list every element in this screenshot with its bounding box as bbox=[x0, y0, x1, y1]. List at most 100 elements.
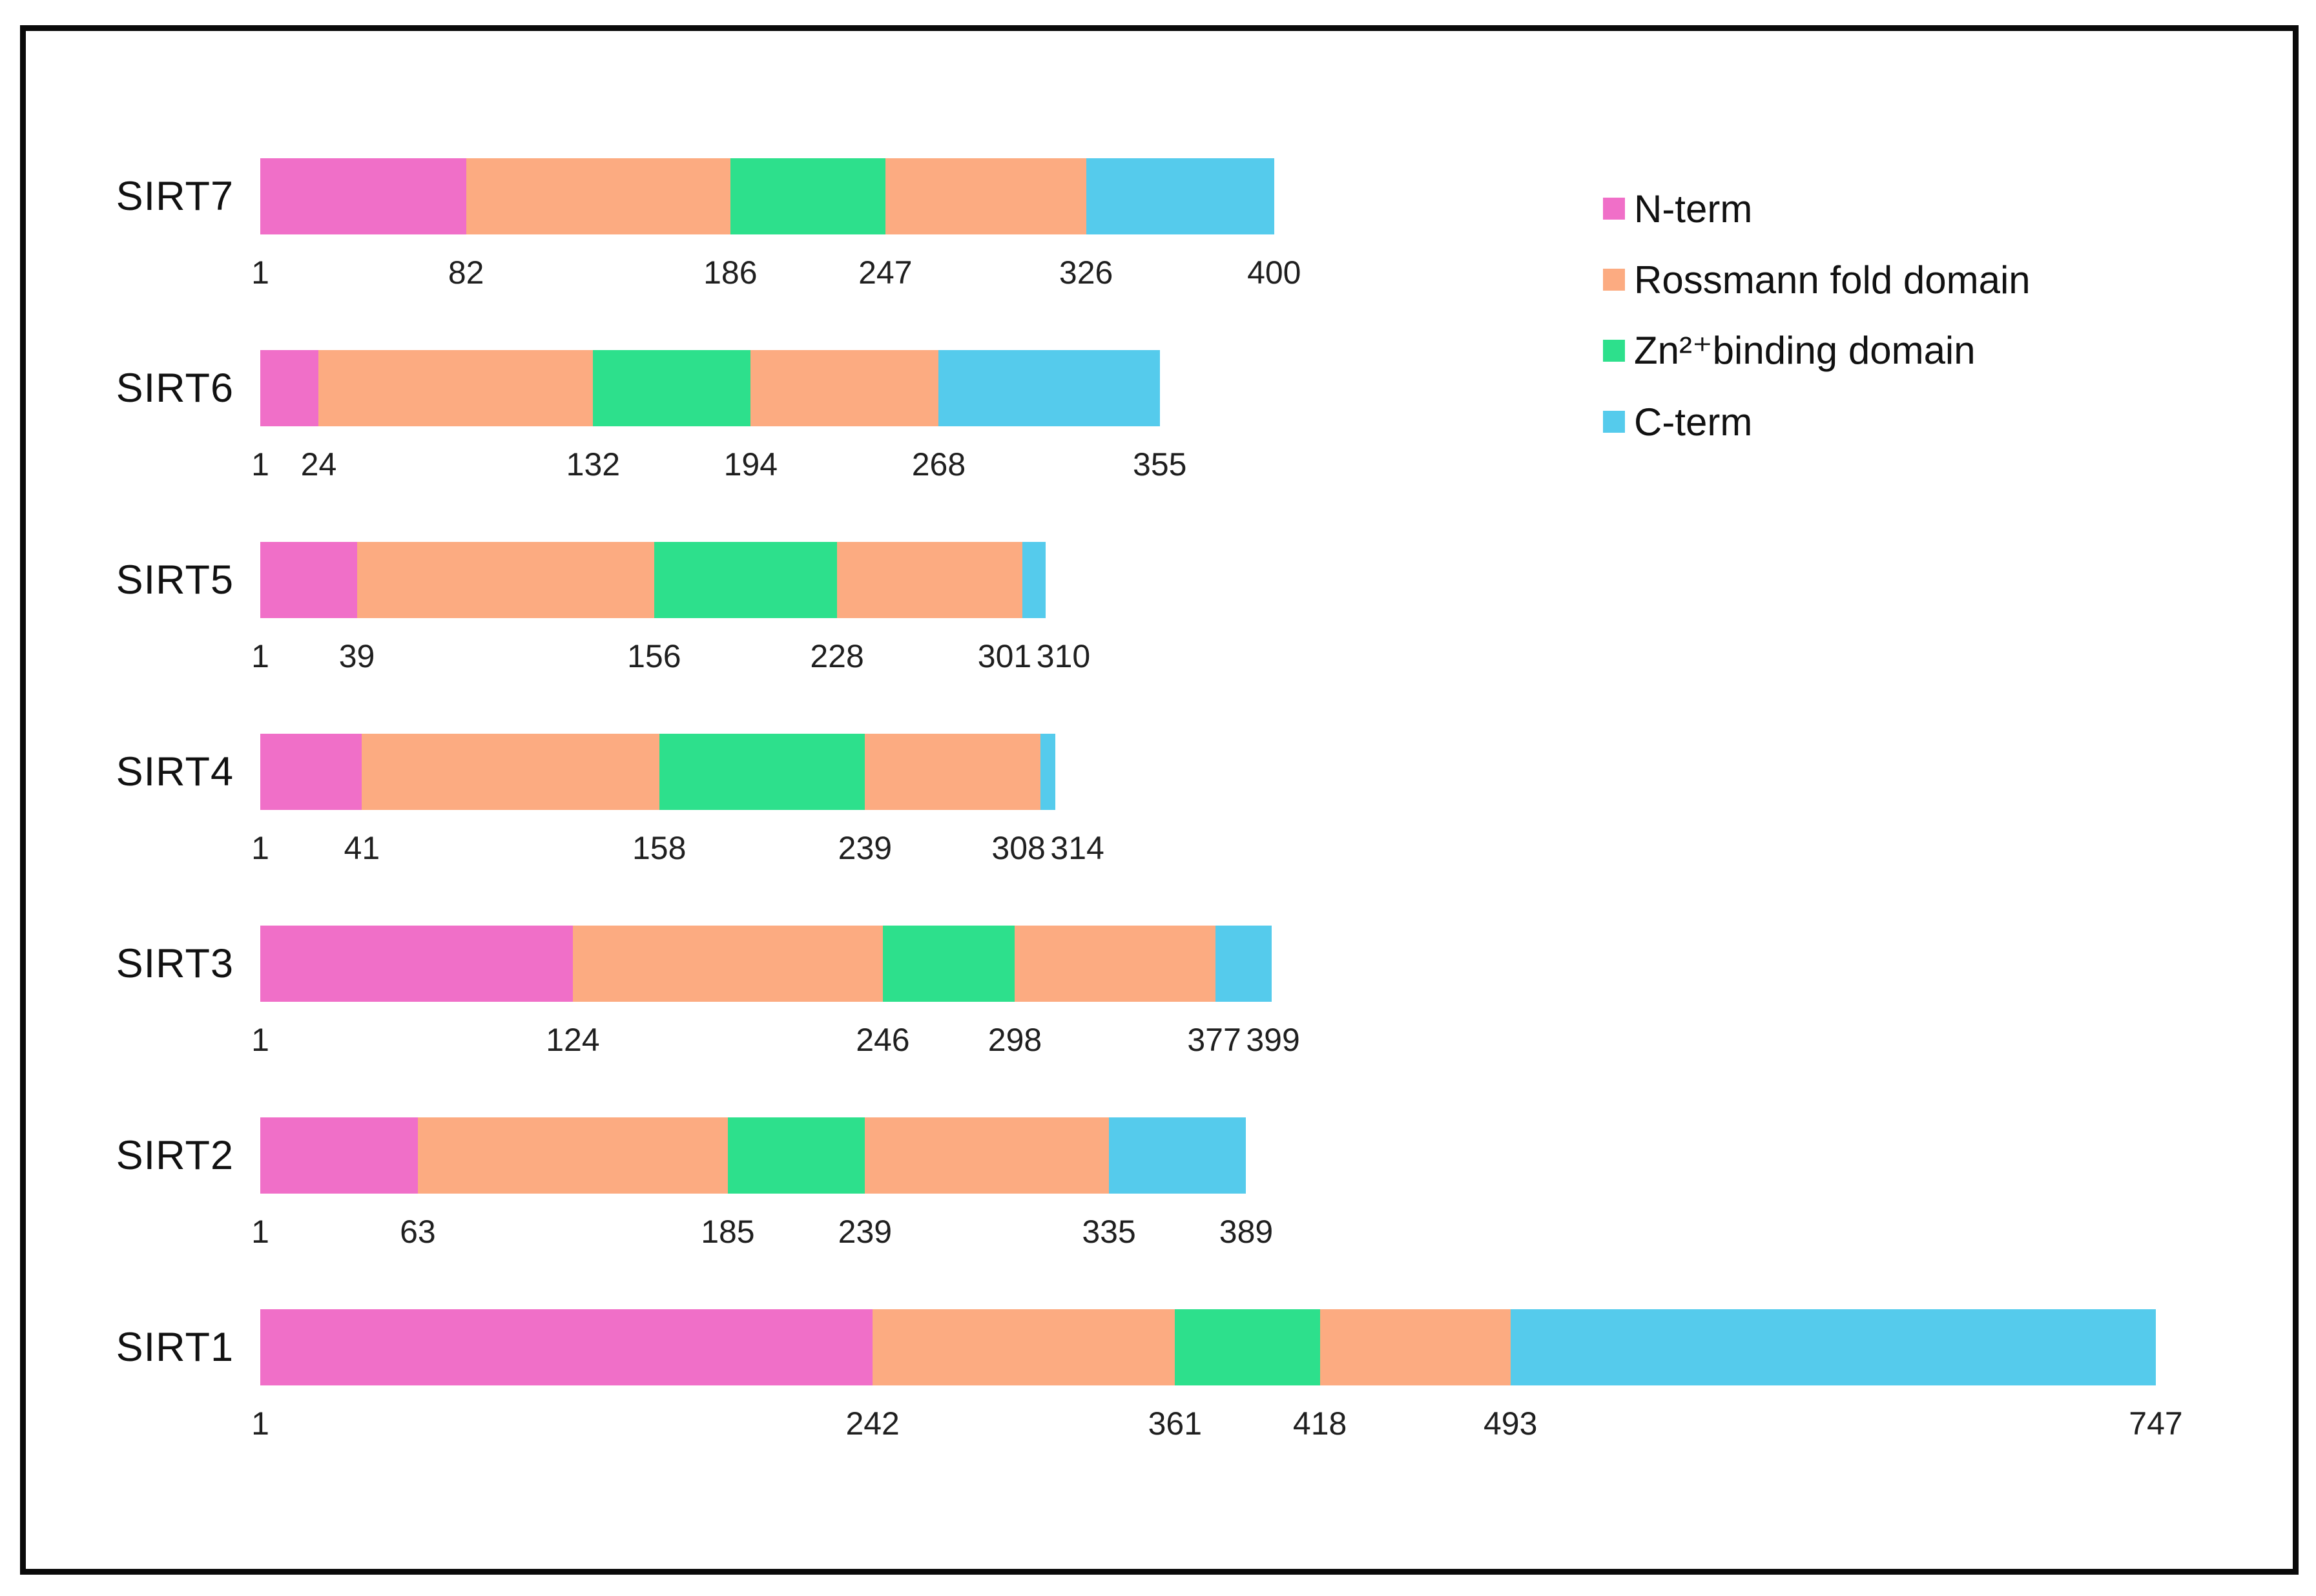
segment-c-term bbox=[1109, 1117, 1246, 1194]
segment-rossmann-fold-domain bbox=[318, 350, 594, 426]
protein-name-label: SIRT4 bbox=[116, 749, 234, 794]
position-label: 1 bbox=[251, 638, 269, 674]
domain-bar-sirt7 bbox=[260, 158, 1274, 234]
position-label: 326 bbox=[1059, 254, 1113, 291]
protein-row-sirt2: SIRT2 1 63 185 239 335 389 bbox=[0, 1117, 2316, 1309]
position-label: 747 bbox=[2129, 1405, 2183, 1442]
position-label: 185 bbox=[701, 1214, 755, 1250]
legend-label: N-term bbox=[1634, 187, 1753, 231]
protein-row-sirt3: SIRT3 1 124 246 298 377 399 bbox=[0, 926, 2316, 1117]
position-label: 301 bbox=[977, 638, 1032, 674]
segment-c-term bbox=[1022, 542, 1046, 618]
position-label: 298 bbox=[987, 1022, 1042, 1058]
position-label: 247 bbox=[858, 254, 913, 291]
legend-swatch-c-term bbox=[1603, 411, 1625, 433]
segment-zn-binding-domain bbox=[659, 734, 865, 810]
position-label: 1 bbox=[251, 446, 269, 482]
position-label: 399 bbox=[1246, 1022, 1300, 1058]
position-label: 1 bbox=[251, 830, 269, 866]
segment-zn-binding-domain bbox=[593, 350, 751, 426]
protein-row-sirt1: SIRT1 1 242 361 418 493 747 bbox=[0, 1309, 2316, 1501]
segment-n-term bbox=[260, 542, 357, 618]
position-label: 1 bbox=[251, 1214, 269, 1250]
position-label: 239 bbox=[838, 1214, 893, 1250]
segment-zn-binding-domain bbox=[654, 542, 838, 618]
legend-item-c-term: C-term bbox=[1603, 399, 1752, 444]
position-label: 186 bbox=[703, 254, 758, 291]
legend-swatch-zn-binding-domain bbox=[1603, 340, 1625, 362]
segment-rossmann-fold-domain bbox=[865, 734, 1040, 810]
position-label: 82 bbox=[448, 254, 484, 291]
position-label: 1 bbox=[251, 254, 269, 291]
segment-rossmann-fold-domain bbox=[885, 158, 1086, 234]
position-label: 377 bbox=[1187, 1022, 1241, 1058]
segment-zn-binding-domain bbox=[730, 158, 885, 234]
segment-rossmann-fold-domain bbox=[865, 1117, 1110, 1194]
legend-label: Rossmann fold domain bbox=[1634, 258, 2031, 302]
segment-rossmann-fold-domain bbox=[357, 542, 654, 618]
segment-c-term bbox=[1215, 926, 1272, 1002]
position-label: 310 bbox=[1036, 638, 1091, 674]
protein-name-label: SIRT7 bbox=[116, 174, 234, 219]
position-label: 335 bbox=[1082, 1214, 1136, 1250]
segment-rossmann-fold-domain bbox=[873, 1309, 1175, 1385]
position-label: 242 bbox=[845, 1405, 900, 1442]
protein-name-label: SIRT6 bbox=[116, 366, 234, 411]
legend-swatch-n-term bbox=[1603, 198, 1625, 220]
legend-item-rossmann-fold-domain: Rossmann fold domain bbox=[1603, 257, 2031, 302]
position-label: 1 bbox=[251, 1022, 269, 1058]
position-label: 158 bbox=[632, 830, 687, 866]
legend-item-zn-binding-domain: Zn²⁺binding domain bbox=[1603, 328, 1976, 373]
segment-rossmann-fold-domain bbox=[1319, 1309, 1511, 1385]
domain-bar-sirt1 bbox=[260, 1309, 2156, 1385]
segment-rossmann-fold-domain bbox=[1015, 926, 1216, 1002]
legend-label: Zn²⁺binding domain bbox=[1634, 329, 1976, 372]
position-label: 239 bbox=[838, 830, 893, 866]
segment-rossmann-fold-domain bbox=[417, 1117, 728, 1194]
protein-row-sirt5: SIRT5 1 39 156 228 301 310 bbox=[0, 542, 2316, 734]
position-label: 389 bbox=[1219, 1214, 1274, 1250]
position-label: 63 bbox=[400, 1214, 436, 1250]
position-label: 314 bbox=[1050, 830, 1104, 866]
segment-rossmann-fold-domain bbox=[362, 734, 659, 810]
position-label: 1 bbox=[251, 1405, 269, 1442]
segment-n-term bbox=[260, 734, 362, 810]
segment-rossmann-fold-domain bbox=[466, 158, 730, 234]
position-label: 268 bbox=[911, 446, 966, 482]
segment-zn-binding-domain bbox=[882, 926, 1015, 1002]
legend-swatch-rossmann-fold-domain bbox=[1603, 269, 1625, 291]
segment-zn-binding-domain bbox=[727, 1117, 865, 1194]
segment-n-term bbox=[260, 1117, 418, 1194]
protein-name-label: SIRT2 bbox=[116, 1133, 234, 1178]
domain-bar-sirt3 bbox=[260, 926, 1272, 1002]
protein-name-label: SIRT1 bbox=[116, 1325, 234, 1370]
position-label: 361 bbox=[1148, 1405, 1203, 1442]
position-label: 39 bbox=[338, 638, 375, 674]
segment-c-term bbox=[1510, 1309, 2156, 1385]
segment-rossmann-fold-domain bbox=[837, 542, 1023, 618]
position-label: 493 bbox=[1483, 1405, 1538, 1442]
domain-bar-sirt5 bbox=[260, 542, 1046, 618]
segment-n-term bbox=[260, 350, 319, 426]
protein-row-sirt4: SIRT4 1 41 158 239 308 314 bbox=[0, 734, 2316, 926]
segment-n-term bbox=[260, 926, 573, 1002]
segment-rossmann-fold-domain bbox=[572, 926, 883, 1002]
domain-bar-sirt2 bbox=[260, 1117, 1246, 1194]
position-label: 124 bbox=[546, 1022, 600, 1058]
legend-item-n-term: N-term bbox=[1603, 186, 1752, 231]
protein-row-sirt6: SIRT6 1 24 132 194 268 355 bbox=[0, 350, 2316, 542]
position-label: 41 bbox=[344, 830, 380, 866]
protein-name-label: SIRT5 bbox=[116, 557, 234, 603]
position-label: 400 bbox=[1247, 254, 1301, 291]
position-label: 228 bbox=[810, 638, 864, 674]
position-label: 308 bbox=[991, 830, 1046, 866]
segment-n-term bbox=[260, 1309, 873, 1385]
position-label: 418 bbox=[1292, 1405, 1347, 1442]
position-label: 246 bbox=[856, 1022, 910, 1058]
position-label: 156 bbox=[627, 638, 681, 674]
segment-n-term bbox=[260, 158, 466, 234]
segment-zn-binding-domain bbox=[1175, 1309, 1320, 1385]
